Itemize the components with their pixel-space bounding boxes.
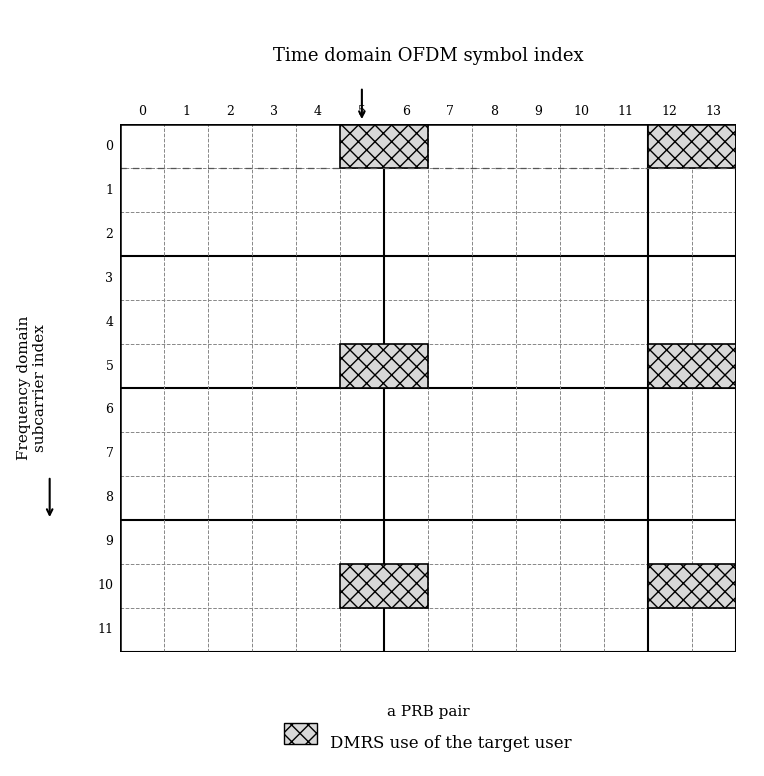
Text: Frequency domain
subcarrier index: Frequency domain subcarrier index	[17, 316, 47, 460]
Text: 13: 13	[706, 105, 722, 117]
Text: 8: 8	[490, 105, 498, 117]
Text: 5: 5	[105, 359, 113, 372]
Bar	[648, 564, 736, 608]
Text: 9: 9	[534, 105, 542, 117]
Bar	[648, 344, 736, 388]
Text: 10: 10	[98, 580, 113, 592]
Text: 9: 9	[105, 535, 113, 549]
Text: 12: 12	[662, 105, 678, 117]
Bar	[340, 344, 428, 388]
Text: 5: 5	[358, 105, 366, 117]
Text: 6: 6	[105, 404, 113, 417]
Text: 2: 2	[226, 105, 234, 117]
Text: 11: 11	[98, 623, 113, 636]
Text: 0: 0	[105, 140, 113, 153]
Bar	[340, 564, 428, 608]
Text: 1: 1	[105, 184, 113, 196]
Text: 1: 1	[182, 105, 190, 117]
Text: 8: 8	[105, 491, 113, 504]
Text: 0: 0	[138, 105, 146, 117]
Bar	[648, 124, 736, 168]
Text: 4: 4	[314, 105, 322, 117]
Text: a PRB pair: a PRB pair	[387, 705, 469, 719]
Text: 10: 10	[574, 105, 590, 117]
Text: 11: 11	[618, 105, 633, 117]
Text: 6: 6	[402, 105, 410, 117]
Text: 7: 7	[105, 448, 113, 460]
Text: 4: 4	[105, 316, 113, 328]
Text: 2: 2	[105, 227, 113, 241]
Text: Time domain OFDM symbol index: Time domain OFDM symbol index	[273, 47, 583, 65]
Bar	[340, 124, 428, 168]
Legend: DMRS use of the target user: DMRS use of the target user	[277, 726, 578, 760]
Text: 3: 3	[270, 105, 278, 117]
Text: 7: 7	[446, 105, 454, 117]
Text: 3: 3	[105, 272, 113, 285]
